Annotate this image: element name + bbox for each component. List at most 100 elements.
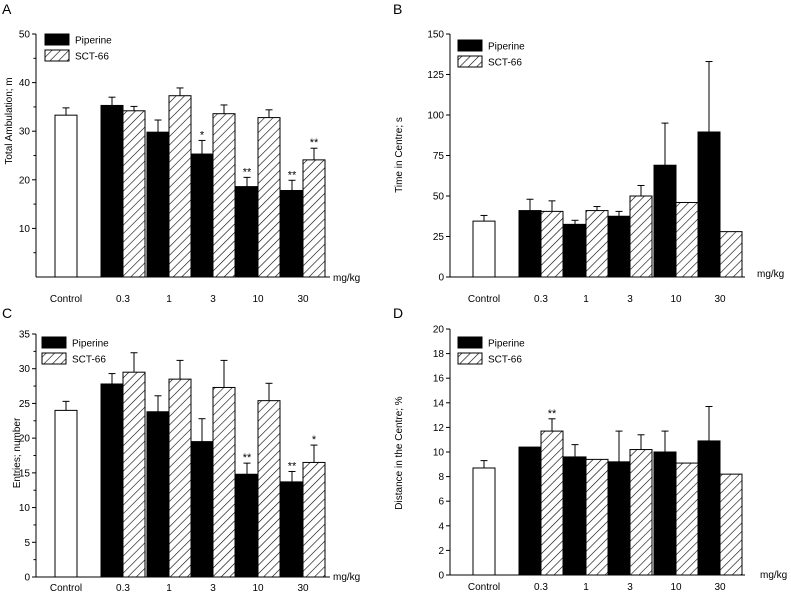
bar-sct-66: [675, 201, 699, 278]
bar-sct-66: [629, 195, 653, 278]
significance-marker: **: [310, 137, 319, 149]
bar-piperine: [653, 164, 677, 278]
significance-marker: **: [548, 408, 557, 420]
y-tick-label: 150: [427, 30, 444, 41]
y-tick-label: 5: [24, 538, 30, 549]
bar-sct-66: [257, 400, 281, 578]
plot-area: 0 2 4 6 8 10 12 14 16 18 20 Control 0.3 1 3 10 30 mg/kg **…: [433, 325, 787, 592]
bar-sct-66: [257, 117, 281, 278]
x-tick-label: 3: [210, 294, 216, 305]
x-tick-label: 30: [297, 583, 309, 592]
y-tick-label: 2: [438, 546, 444, 557]
bar-piperine: [518, 446, 542, 576]
legend-swatch: [457, 39, 483, 52]
bar-piperine: [563, 223, 587, 278]
y-tick-label: 10: [19, 224, 31, 235]
significance-marker: **: [288, 169, 297, 181]
bar-piperine: [697, 131, 721, 278]
legend-swatch: [44, 33, 70, 46]
legend-swatch: [41, 336, 67, 349]
bar-sct-66: [540, 210, 564, 278]
bar-control: [472, 220, 496, 278]
panel-a: A Total Ambulation; m 10 20 30 40 50 Control 0…: [2, 1, 360, 305]
legend-label: SCT-66: [488, 355, 522, 366]
x-tick-label: Control: [468, 294, 500, 305]
x-tick-label: 1: [166, 294, 172, 305]
y-tick-label: 0: [438, 571, 444, 582]
y-tick-label: 100: [427, 111, 444, 122]
y-tick-label: 4: [438, 521, 444, 532]
bar-sct-66: [168, 95, 192, 278]
y-tick-label: 0: [24, 573, 30, 584]
panel-d: D Distance in the Centre; % 0 2 4 6 8 10 12 14 1…: [393, 305, 787, 592]
legend-swatch: [457, 352, 483, 365]
bar-sct-66: [212, 113, 236, 278]
bar-piperine: [518, 210, 542, 278]
bar-sct-66: [675, 462, 699, 576]
bar-control: [54, 409, 78, 578]
panel-b: B Time in Centre; s 0 25 50 75 100 125 150 Cont…: [393, 1, 784, 305]
bar-piperine: [697, 440, 721, 576]
y-tick-label: 40: [19, 78, 31, 89]
bar-piperine: [190, 441, 214, 578]
x-tick-label: 3: [210, 583, 216, 592]
x-tick-label: 1: [583, 582, 589, 592]
y-axis-label: Entries; number: [12, 417, 23, 488]
panel-c: C Entries; number 0 5 10 15 20 25 30 35 Control 0…: [2, 305, 360, 592]
x-tick-label: 10: [252, 583, 264, 592]
bar-sct-66: [122, 110, 146, 278]
y-tick-label: 20: [19, 434, 31, 445]
bar-sct-66: [629, 449, 653, 576]
panel-letter: A: [2, 1, 12, 17]
bar-piperine: [235, 473, 259, 578]
y-tick-label: 35: [19, 330, 31, 341]
x-tick-label: Control: [50, 583, 82, 592]
bar-control: [472, 467, 496, 576]
y-tick-label: 25: [19, 399, 31, 410]
legend-label: SCT-66: [72, 355, 106, 366]
y-tick-label: 50: [19, 30, 31, 41]
y-tick-label: 15: [19, 468, 31, 479]
y-tick-label: 0: [438, 273, 444, 284]
bar-sct-66: [122, 371, 146, 578]
legend-label: SCT-66: [488, 58, 522, 69]
legend-label: Piperine: [72, 339, 109, 350]
y-tick-label: 6: [438, 497, 444, 508]
x-axis-unit: mg/kg: [333, 572, 360, 583]
legend-label: Piperine: [75, 36, 112, 47]
y-tick-label: 10: [433, 448, 445, 459]
y-tick-label: 8: [438, 472, 444, 483]
y-tick-label: 18: [433, 349, 445, 360]
x-tick-label: 10: [670, 582, 682, 592]
significance-marker: **: [243, 166, 252, 178]
y-tick-label: 12: [433, 423, 445, 434]
x-tick-label: Control: [468, 582, 500, 592]
y-tick-label: 30: [19, 127, 31, 138]
y-tick-label: 75: [433, 151, 445, 162]
y-tick-label: 16: [433, 374, 445, 385]
bar-piperine: [607, 461, 631, 576]
bar-piperine: [100, 104, 124, 278]
bar-sct-66: [212, 386, 236, 578]
y-tick-label: 20: [19, 175, 31, 186]
x-tick-label: 3: [627, 582, 633, 592]
bar-sct-66: [585, 210, 609, 278]
legend-label: Piperine: [488, 339, 525, 350]
bar-piperine: [653, 451, 677, 576]
x-tick-label: 0.3: [534, 294, 548, 305]
x-tick-label: 1: [166, 583, 172, 592]
bar-piperine: [235, 186, 259, 278]
significance-marker: *: [312, 434, 317, 446]
legend-swatch: [41, 352, 67, 365]
significance-marker: **: [243, 452, 252, 464]
bar-sct-66: [540, 430, 564, 576]
y-axis-label: Total Ambulation; m: [4, 77, 15, 164]
x-tick-label: 10: [252, 294, 264, 305]
x-tick-label: 30: [714, 294, 726, 305]
y-axis-label: Distance in the Centre; %: [394, 396, 405, 509]
bar-piperine: [607, 215, 631, 278]
x-tick-label: 0.3: [116, 294, 130, 305]
y-tick-label: 10: [19, 503, 31, 514]
significance-marker: **: [288, 460, 297, 472]
